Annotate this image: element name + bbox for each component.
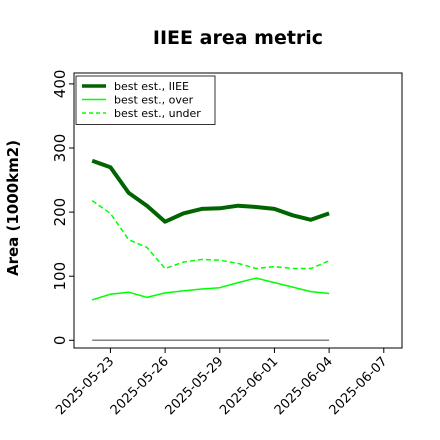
y-tick-label: 400 xyxy=(51,70,69,99)
x-tick-label: 2025-06-07 xyxy=(327,354,391,418)
chart-title: IIEE area metric xyxy=(153,27,323,49)
y-tick-label: 200 xyxy=(51,198,69,227)
x-axis-ticks: 2025-05-232025-05-262025-05-292025-06-01… xyxy=(53,348,391,418)
y-tick-label: 100 xyxy=(51,262,69,291)
y-axis-label: Area (1000km2) xyxy=(4,140,22,276)
legend-label: best est., under xyxy=(114,107,201,120)
legend-label: best est., IIEE xyxy=(114,80,189,93)
legend-label: best est., over xyxy=(114,94,194,107)
series-line-0 xyxy=(91,158,330,224)
y-tick-label: 0 xyxy=(51,336,69,346)
y-axis-ticks: 0 100 200 300 400 xyxy=(51,70,74,346)
y-tick-label: 300 xyxy=(51,134,69,163)
plot-frame xyxy=(73,72,403,349)
series-line-2 xyxy=(91,199,330,270)
plot-lines xyxy=(91,158,330,342)
series-line-1 xyxy=(91,277,330,301)
